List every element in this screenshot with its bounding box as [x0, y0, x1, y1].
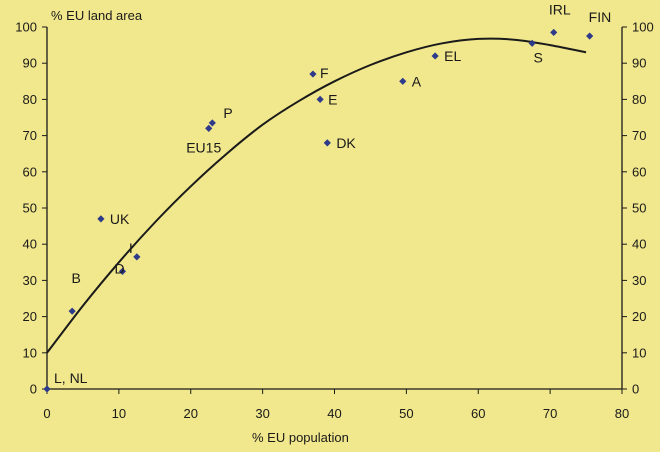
- data-point: [208, 119, 216, 127]
- point-label: UK: [110, 211, 130, 227]
- data-point: [118, 267, 127, 275]
- y-tick-label-right: 50: [632, 201, 646, 216]
- data-point: [431, 52, 439, 60]
- data-point: [316, 95, 324, 103]
- y-tick-label-left: 30: [23, 273, 37, 288]
- x-axis-title: % EU population: [252, 430, 349, 445]
- y-tick-label-right: 60: [632, 164, 646, 179]
- x-tick-label: 80: [615, 406, 629, 421]
- point-labels: L, NL B UK DI EU15 P FE DK A EL S IRL FIN: [54, 1, 611, 386]
- data-point: [323, 139, 331, 147]
- y-tick-label-right: 80: [632, 92, 646, 107]
- point-label: IRL: [549, 1, 571, 17]
- y-tick-label-left: 60: [23, 164, 37, 179]
- y-tick-label-right: 40: [632, 237, 646, 252]
- y-tick-label-left: 50: [23, 201, 37, 216]
- data-point: [528, 39, 536, 47]
- data-point: [309, 70, 317, 78]
- data-points: [43, 28, 594, 393]
- data-point: [399, 77, 407, 85]
- x-tick-label: 70: [543, 406, 557, 421]
- point-label: L, NL: [54, 370, 88, 386]
- point-label: F: [320, 65, 329, 81]
- y-tick-label-right: 10: [632, 345, 646, 360]
- point-label: E: [328, 91, 337, 107]
- x-tick-labels: 0 10 20 30 40 50 60 70 80: [43, 389, 629, 421]
- point-label: EU15: [186, 139, 221, 155]
- data-point: [133, 253, 141, 261]
- y-axis-title: % EU land area: [51, 8, 143, 23]
- x-tick-label: 30: [255, 406, 269, 421]
- x-tick-label: 0: [43, 406, 50, 421]
- point-label: P: [223, 105, 232, 121]
- y-tick-label-right: 20: [632, 309, 646, 324]
- x-tick-label: 20: [184, 406, 198, 421]
- y-tick-label-right: 70: [632, 128, 646, 143]
- point-label: D: [114, 260, 124, 276]
- point-label: A: [412, 73, 422, 89]
- y-tick-label-right: 100: [632, 20, 654, 35]
- x-tick-label: 50: [399, 406, 413, 421]
- y-tick-label-left: 80: [23, 92, 37, 107]
- y-tick-label-left: 0: [30, 382, 37, 397]
- y-tick-label-left: 100: [15, 20, 37, 35]
- data-point: [205, 124, 213, 132]
- data-point: [97, 215, 105, 223]
- x-tick-label: 60: [471, 406, 485, 421]
- x-tick-label: 40: [327, 406, 341, 421]
- point-label: FIN: [589, 9, 612, 25]
- y-tick-label-right: 0: [632, 382, 639, 397]
- data-point: [586, 32, 594, 40]
- y-tick-labels-left: 0 10 20 30 40 50 60 70 80 90 100: [15, 20, 47, 397]
- y-tick-label-left: 20: [23, 309, 37, 324]
- y-tick-label-right: 30: [632, 273, 646, 288]
- x-tick-label: 10: [112, 406, 126, 421]
- point-label: EL: [444, 48, 461, 64]
- data-point: [550, 28, 558, 37]
- y-tick-label-left: 10: [23, 345, 37, 360]
- point-label: I: [129, 240, 133, 256]
- y-tick-labels-right: 0 10 20 30 40 50 60 70 80 90 100: [622, 20, 654, 397]
- point-label: B: [71, 270, 80, 286]
- y-tick-label-left: 90: [23, 56, 37, 71]
- data-point: [43, 385, 51, 393]
- trend-curve: [46, 37, 587, 354]
- y-tick-label-right: 90: [632, 56, 646, 71]
- data-point: [68, 307, 76, 315]
- point-label: DK: [336, 135, 356, 151]
- point-label: S: [533, 49, 542, 65]
- y-tick-label-left: 40: [23, 237, 37, 252]
- y-tick-label-left: 70: [23, 128, 37, 143]
